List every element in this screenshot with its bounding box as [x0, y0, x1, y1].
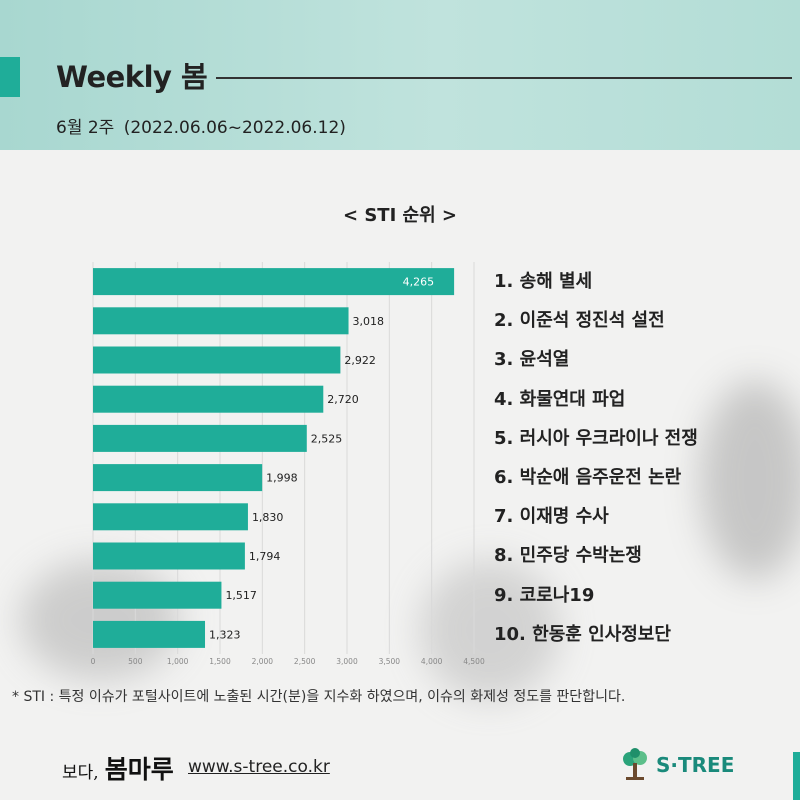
ranking-item: 3. 윤석열	[494, 349, 570, 371]
x-tick-label: 4,000	[421, 657, 443, 666]
week-text: 6월 2주	[56, 118, 115, 138]
bar	[93, 464, 263, 492]
ranking-item: 6. 박순애 음주운전 논란	[494, 466, 682, 488]
brand-signature: 보다, 봄마루	[62, 750, 174, 786]
header-banner: Weekly 봄 6월 2주 (2022.06.06~2022.06.12)	[0, 0, 800, 150]
brand-big: 봄마루	[104, 755, 174, 784]
chart-title: < STI 순위 >	[342, 205, 458, 226]
bar	[93, 268, 455, 296]
x-tick-label: 1,000	[167, 657, 189, 666]
bar-value-label: 4,265	[403, 276, 435, 289]
bar-value-label: 2,720	[327, 393, 359, 406]
title-divider	[216, 77, 792, 79]
ranking-item: 2. 이준석 정진석 설전	[494, 310, 665, 332]
x-tick-label: 4,500	[463, 657, 485, 666]
logo-text: S·TREE	[656, 753, 735, 777]
bar-value-label: 1,830	[252, 511, 284, 524]
header-accent-bar	[0, 57, 20, 97]
ranking-item: 1. 송해 별세	[494, 271, 593, 292]
corner-accent	[793, 752, 800, 800]
ranking-item: 8. 민주당 수박논쟁	[494, 545, 642, 567]
bar	[93, 346, 341, 374]
page-title: Weekly 봄	[56, 60, 208, 94]
brand-small: 보다,	[62, 763, 99, 783]
bar	[93, 542, 245, 570]
x-tick-label: 3,500	[379, 657, 401, 666]
website-link[interactable]: www.s-tree.co.kr	[188, 757, 330, 777]
ranking-item: 5. 러시아 우크라이나 전쟁	[494, 427, 698, 449]
x-tick-label: 500	[128, 657, 143, 666]
bar	[93, 385, 324, 413]
bar-value-label: 1,998	[266, 472, 298, 485]
ranking-item: 9. 코로나19	[494, 584, 595, 606]
background-blur	[20, 560, 180, 680]
ranking-item: 10. 한동훈 인사정보단	[494, 623, 671, 645]
bar-value-label: 3,018	[353, 315, 385, 328]
background-blur	[700, 380, 800, 580]
x-tick-label: 2,500	[294, 657, 316, 666]
bar-value-label: 2,525	[311, 432, 343, 445]
bar	[93, 424, 307, 452]
bar-value-label: 1,517	[225, 589, 257, 602]
sti-footnote: * STI : 특정 이슈가 포털사이트에 노출된 시간(분)을 지수화 하였으…	[12, 689, 626, 705]
bar	[93, 620, 206, 648]
x-tick-label: 2,000	[252, 657, 274, 666]
background-blur	[420, 560, 560, 700]
bar-value-label: 1,794	[249, 550, 281, 563]
bar-value-label: 1,323	[209, 628, 241, 641]
ranking-item: 7. 이재명 수사	[494, 506, 609, 528]
bar	[93, 307, 349, 335]
stree-logo: S·TREE	[620, 748, 734, 782]
bar	[93, 503, 248, 531]
week-label: 6월 2주 (2022.06.06~2022.06.12)	[56, 113, 346, 138]
bar	[93, 581, 222, 609]
tree-icon	[623, 748, 647, 780]
ranking-item: 4. 화물연대 파업	[494, 388, 626, 410]
date-range: (2022.06.06~2022.06.12)	[123, 118, 346, 138]
x-tick-label: 0	[91, 657, 96, 666]
x-tick-label: 1,500	[209, 657, 231, 666]
x-tick-label: 3,000	[336, 657, 358, 666]
ranking-list: 1. 송해 별세 2. 이준석 정진석 설전 3. 윤석열 4. 화물연대 파업…	[494, 262, 698, 654]
bar-value-label: 2,922	[344, 354, 376, 367]
